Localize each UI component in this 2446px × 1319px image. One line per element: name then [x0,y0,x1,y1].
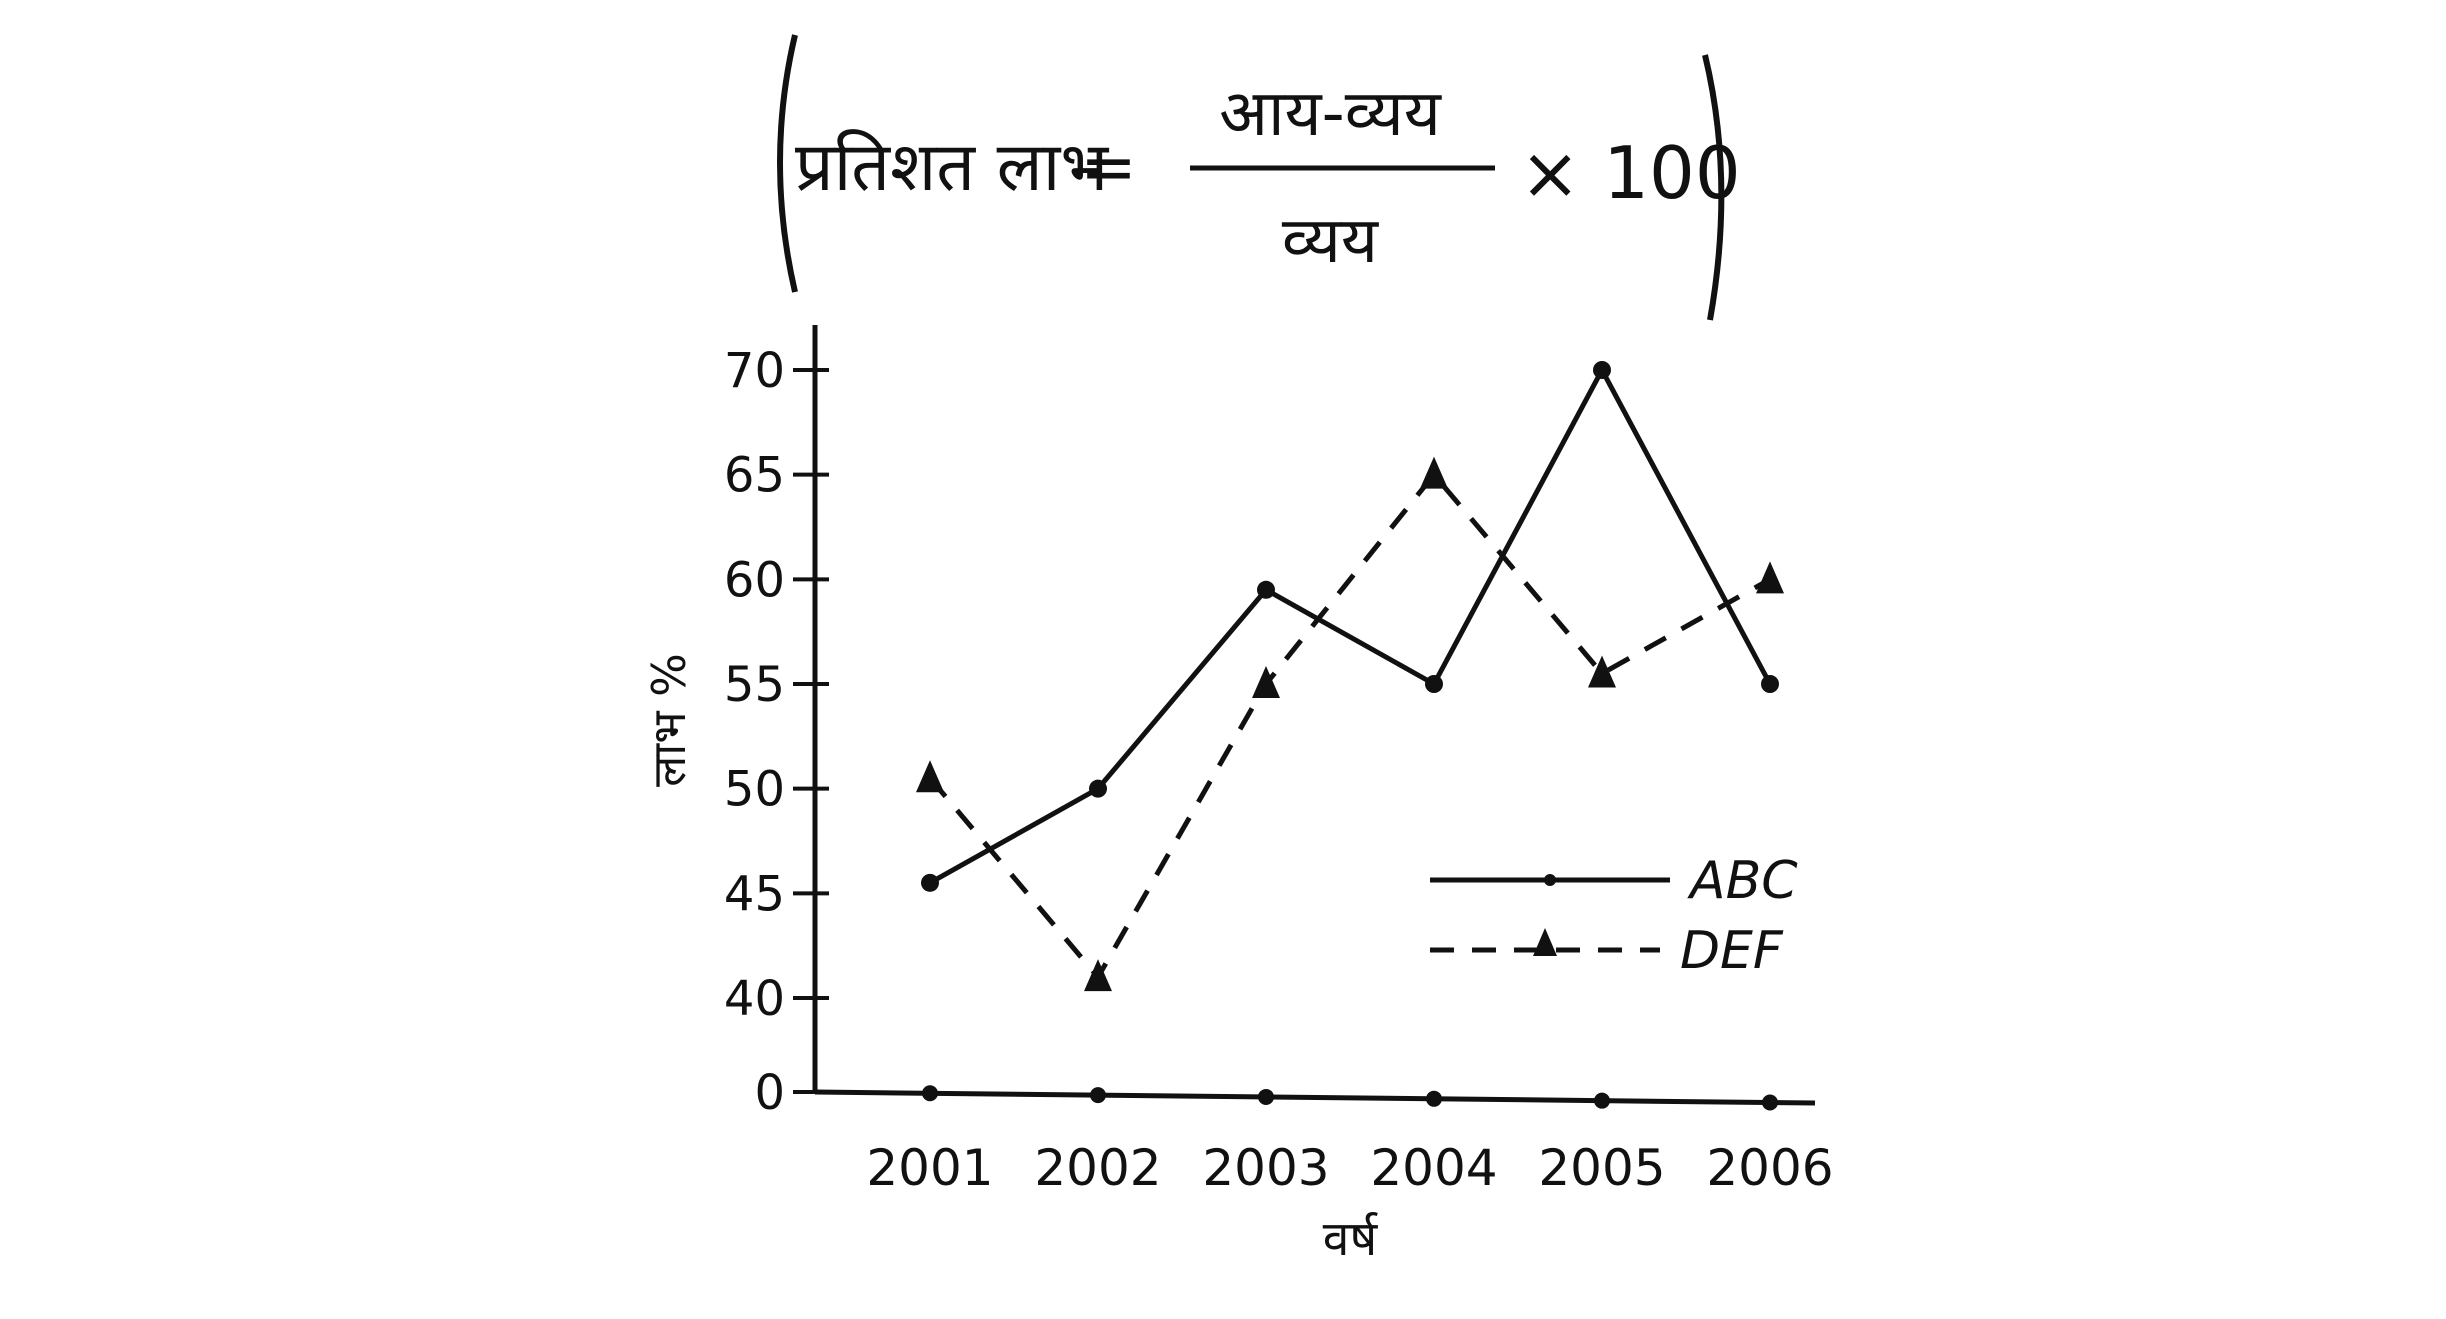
x-tick-dot [1426,1090,1442,1107]
x-tick-label: 2004 [1370,1139,1497,1197]
y-tick-label: 50 [724,762,785,818]
x-tick-dot [1594,1092,1610,1109]
axes [812,325,1816,1106]
y-ticks: 0 40 45 50 55 60 65 70 [724,343,829,1121]
y-tick-label: 55 [724,657,785,713]
formula-multiplier: × 100 [1520,131,1741,215]
x-tick-label: 2005 [1538,1139,1665,1197]
formula-left-paren [777,34,798,293]
formula-denominator: व्यय [1282,204,1380,278]
data-point-abc [921,873,939,892]
y-tick-label: 0 [754,1065,785,1121]
data-point-abc [1593,361,1611,379]
y-tick-label: 70 [724,343,785,399]
formula-lhs: प्रतिशत लाभ [795,128,1109,207]
x-tick-label: 2006 [1706,1139,1833,1197]
y-axis-label: लाभ % [642,653,696,787]
data-point-abc [1257,580,1275,599]
data-point-abc [1761,675,1779,693]
x-tick-dot [922,1085,938,1102]
series-layer [916,361,1784,992]
x-tick-dot [1090,1087,1106,1104]
data-point-abc [1089,779,1107,798]
legend-abc-label: ABC [1687,851,1798,911]
data-point-def [1588,655,1616,688]
data-point-def [1252,666,1280,698]
x-tick-label: 2001 [866,1139,993,1197]
y-tick-label: 40 [724,971,785,1027]
y-tick-label: 45 [724,866,785,922]
formula-right-paren [1702,54,1725,321]
series-line-def [928,470,1772,982]
x-tick-label: 2003 [1202,1139,1329,1197]
formula-numerator: आय-व्यय [1219,77,1443,151]
formula: प्रतिशत लाभ = आय-व्यय व्यय × 100 [777,34,1741,321]
legend-abc-marker [1544,874,1556,886]
series-abc [921,361,1779,892]
x-tick-dot [1762,1094,1778,1111]
formula-equals: = [1080,128,1137,207]
y-tick-label: 65 [724,448,785,504]
x-tick-dot [1258,1088,1274,1105]
x-tick-label: 2002 [1034,1139,1161,1197]
data-point-def [1084,959,1112,992]
data-point-def [1420,456,1448,489]
y-tick-label: 60 [724,552,785,608]
x-axis-label: वर्ष [1323,1211,1379,1267]
x-ticks: 2001 2002 2003 2004 2005 2006 [866,1085,1834,1197]
data-point-abc [1425,675,1443,693]
data-point-def [916,760,944,793]
legend-def-label: DEF [1680,921,1784,981]
x-axis-line [814,1089,1816,1106]
legend-def-marker [1533,928,1557,956]
series-def [916,456,1784,992]
legend: ABC DEF [1430,851,1798,981]
data-point-def [1756,561,1784,594]
series-line-abc [928,364,1773,886]
